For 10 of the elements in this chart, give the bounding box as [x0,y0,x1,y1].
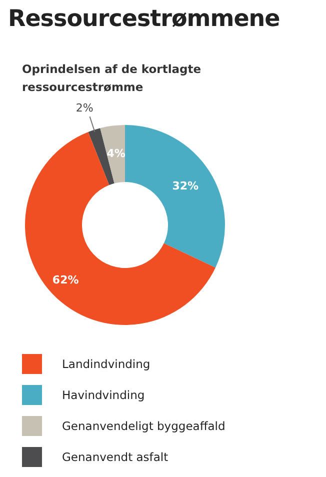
legend-label: Genanvendeligt byggeaffald [62,418,226,432]
legend-label: Landindvinding [62,356,150,370]
data-label: 4% [106,146,126,160]
chart-title: Ressourcestrømmene [8,6,280,32]
data-label: 2% [76,102,94,115]
chart-subtitle: Oprindelsen af de kortlagte ressourcestrømme [22,61,202,96]
legend-label: Havindvinding [62,388,145,402]
data-label: 62% [52,274,79,287]
legend-label: Genanvendt asfalt [62,450,168,464]
data-label: 32% [172,180,199,193]
